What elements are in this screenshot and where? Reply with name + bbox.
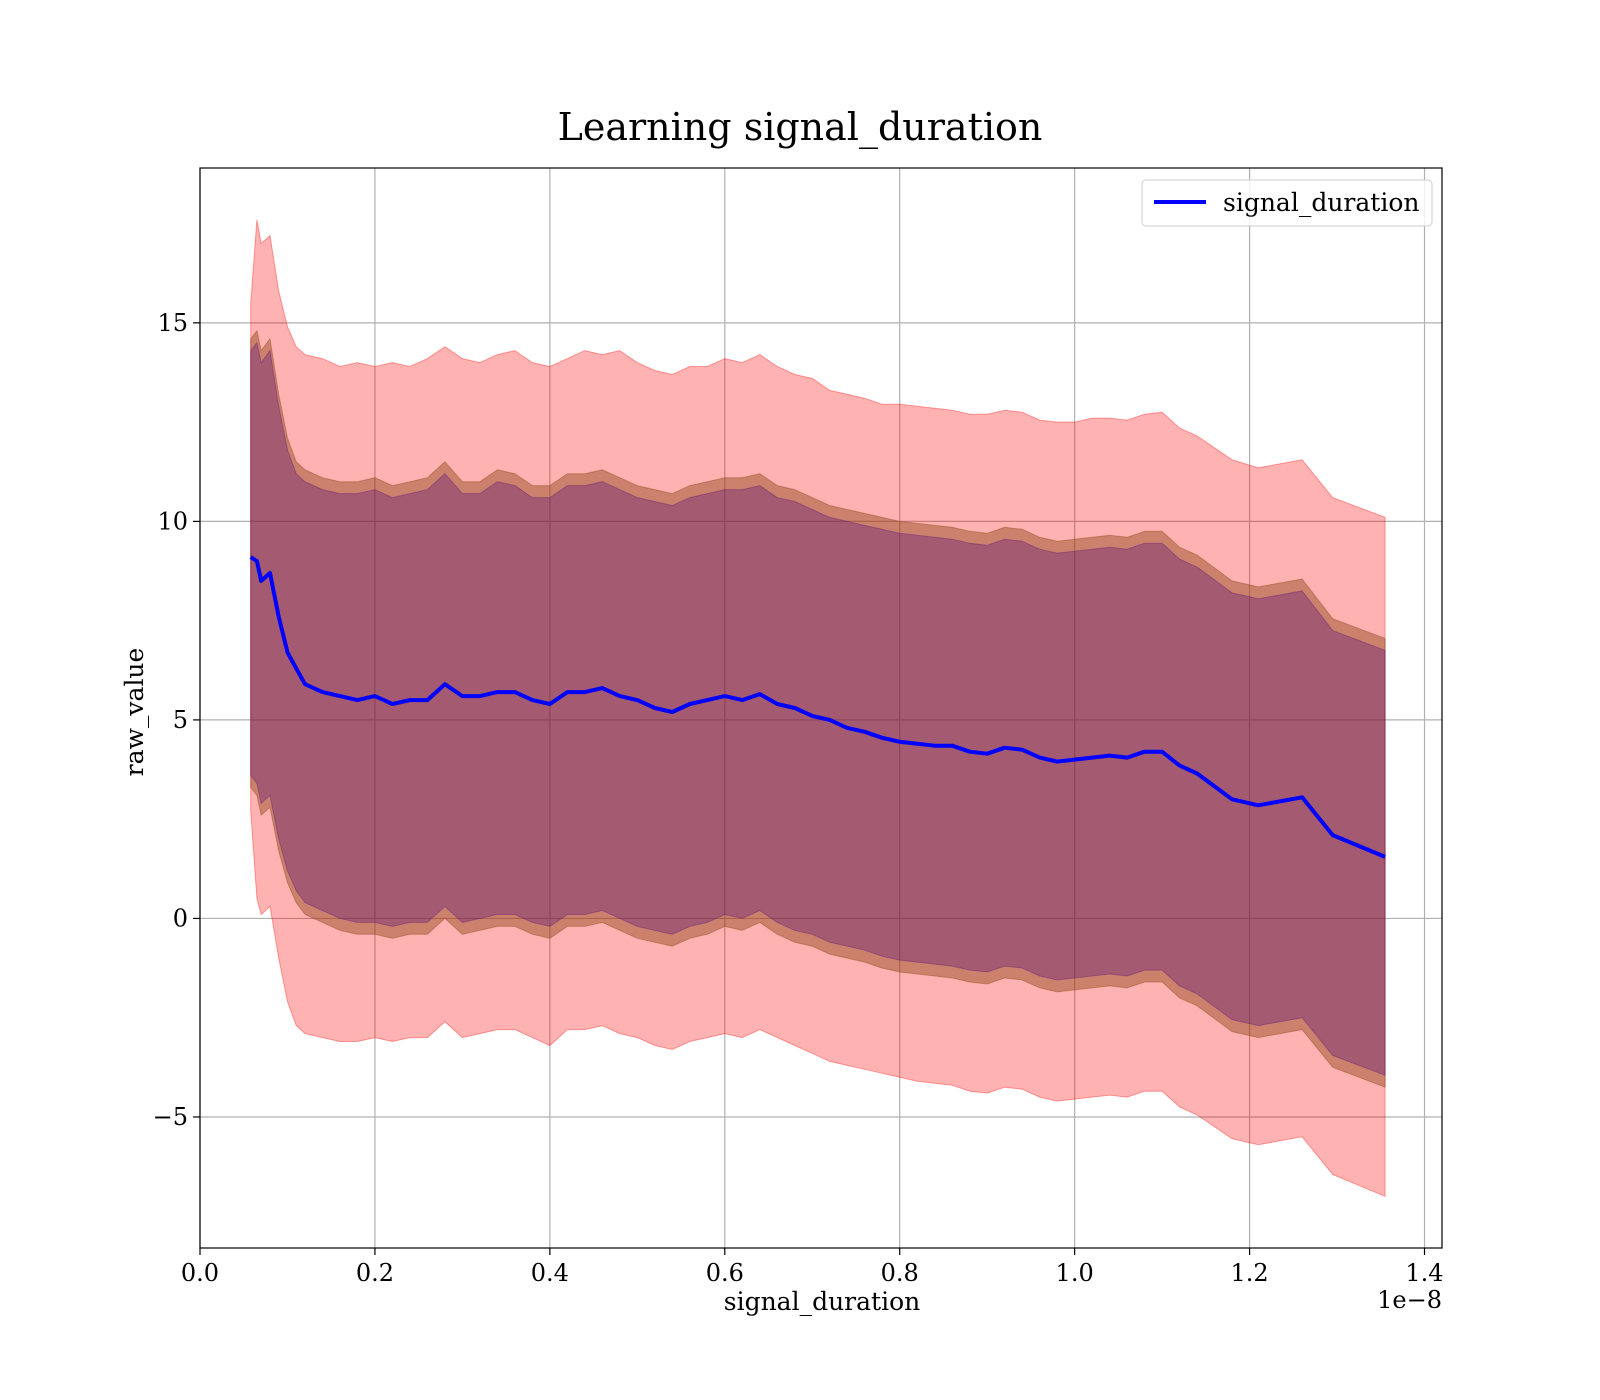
x-axis-label: signal_duration [724, 1287, 920, 1316]
inner-band-a [250, 329, 1386, 1088]
x-tick-label: 1.2 [1230, 1259, 1268, 1287]
chart-title: Learning signal_duration [558, 105, 1043, 150]
x-tick-label: 1.0 [1056, 1259, 1094, 1287]
legend-box [1141, 179, 1433, 227]
x-tick-label: 0.8 [881, 1259, 919, 1287]
x-tick-label: 1.4 [1405, 1259, 1443, 1287]
plot-area [199, 167, 1443, 1249]
y-tick-label: −5 [153, 1103, 188, 1131]
y-tick-label: 5 [173, 706, 188, 734]
y-tick-label: 15 [157, 309, 188, 337]
y-tick-label: 10 [157, 507, 188, 535]
grid [199, 168, 1442, 1248]
y-axis: −5 0 5 10 15 [153, 309, 200, 1131]
x-offset-label: 1e−8 [1377, 1286, 1442, 1314]
legend: signal_duration [1141, 179, 1433, 227]
x-tick-label: 0.2 [356, 1259, 394, 1287]
x-axis: 0.0 0.2 0.4 0.6 0.8 1.0 1.2 1.4 [181, 1248, 1444, 1287]
outer-confidence-band [250, 219, 1386, 1198]
x-tick-label: 0.0 [181, 1259, 219, 1287]
x-tick-label: 0.6 [706, 1259, 744, 1287]
series-line-signal-duration [249, 555, 1386, 859]
legend-entry-signal-duration: signal_duration [1223, 188, 1419, 217]
x-tick-label: 0.4 [531, 1259, 569, 1287]
y-tick-label: 0 [173, 904, 188, 932]
inner-band-b [250, 341, 1386, 1077]
y-axis-label: raw_value [120, 648, 149, 777]
plot-frame [199, 167, 1443, 1249]
